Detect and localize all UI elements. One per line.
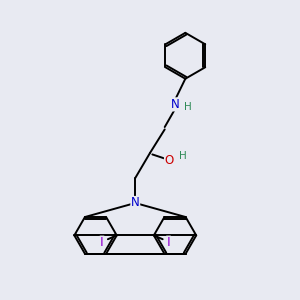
Text: H: H — [184, 102, 192, 112]
Text: I: I — [100, 236, 104, 249]
Text: I: I — [167, 236, 170, 249]
Text: N: N — [131, 196, 140, 209]
Text: H: H — [179, 151, 187, 161]
Text: N: N — [171, 98, 179, 111]
Text: O: O — [164, 154, 174, 167]
